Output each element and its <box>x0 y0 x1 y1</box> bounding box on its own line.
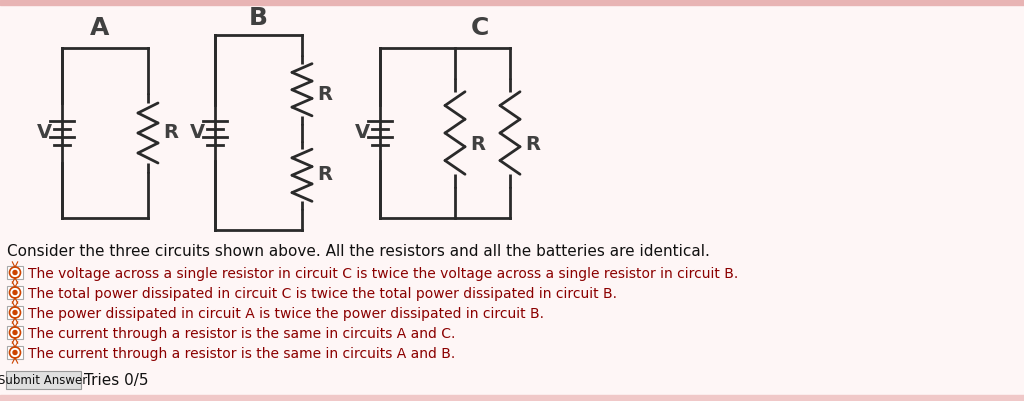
Text: A: A <box>90 16 110 40</box>
Text: R: R <box>470 136 485 154</box>
Text: The voltage across a single resistor in circuit C is twice the voltage across a : The voltage across a single resistor in … <box>28 267 738 281</box>
Text: Tries 0/5: Tries 0/5 <box>84 373 148 387</box>
Text: The total power dissipated in circuit C is twice the total power dissipated in c: The total power dissipated in circuit C … <box>28 287 617 301</box>
Text: V: V <box>189 124 205 142</box>
FancyBboxPatch shape <box>6 371 81 389</box>
FancyBboxPatch shape <box>7 266 23 279</box>
FancyBboxPatch shape <box>7 306 23 319</box>
Text: R: R <box>163 124 178 142</box>
Text: V: V <box>37 124 51 142</box>
Text: The power dissipated in circuit A is twice the power dissipated in circuit B.: The power dissipated in circuit A is twi… <box>28 307 544 321</box>
Text: R: R <box>317 85 332 105</box>
FancyBboxPatch shape <box>7 286 23 299</box>
Text: Consider the three circuits shown above. All the resistors and all the batteries: Consider the three circuits shown above.… <box>7 244 710 259</box>
Circle shape <box>13 290 17 294</box>
Text: B: B <box>249 6 267 30</box>
Bar <box>0 0 1024 5</box>
Circle shape <box>13 271 17 275</box>
Circle shape <box>13 310 17 314</box>
FancyBboxPatch shape <box>7 346 23 359</box>
Text: The current through a resistor is the same in circuits A and B.: The current through a resistor is the sa… <box>28 347 456 361</box>
Text: Submit Answer: Submit Answer <box>0 373 88 387</box>
Text: The current through a resistor is the same in circuits A and C.: The current through a resistor is the sa… <box>28 327 456 341</box>
Circle shape <box>13 350 17 354</box>
Text: R: R <box>525 136 540 154</box>
Text: R: R <box>317 166 332 184</box>
Text: V: V <box>354 124 370 142</box>
Text: C: C <box>471 16 489 40</box>
Circle shape <box>13 330 17 334</box>
Bar <box>0 395 1024 401</box>
FancyBboxPatch shape <box>7 326 23 339</box>
